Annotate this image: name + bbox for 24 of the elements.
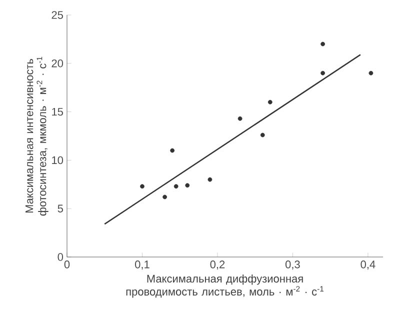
point — [174, 184, 178, 189]
x-tick-label: 0,2 — [210, 260, 225, 270]
point — [368, 70, 374, 76]
point — [238, 116, 242, 121]
x-tick-label: 0,3 — [285, 260, 300, 270]
x-tick-label: 0 — [64, 260, 70, 268]
point — [140, 184, 144, 189]
x-tick-label: 0,1 — [135, 260, 150, 270]
y-tick-label: 25 — [52, 11, 63, 19]
point — [185, 183, 190, 188]
point — [320, 42, 326, 46]
x-axis-title: Максимальная диффузионная проводимость листьев, моль · м$^{-2}$ · с$^{-1}$ — [126, 274, 324, 298]
y-tick-label: 20 — [52, 60, 64, 68]
y-tick-label: 10 — [52, 156, 64, 164]
y-tick-label: 15 — [52, 108, 63, 116]
point — [170, 148, 175, 153]
point — [320, 70, 326, 76]
point — [208, 177, 212, 182]
y-tick-label: 5 — [58, 204, 63, 212]
point — [162, 194, 168, 200]
point — [268, 100, 272, 104]
x-tick-label: 0,4 — [360, 260, 376, 270]
y-tick-label: 0 — [58, 253, 64, 261]
point — [260, 132, 265, 138]
